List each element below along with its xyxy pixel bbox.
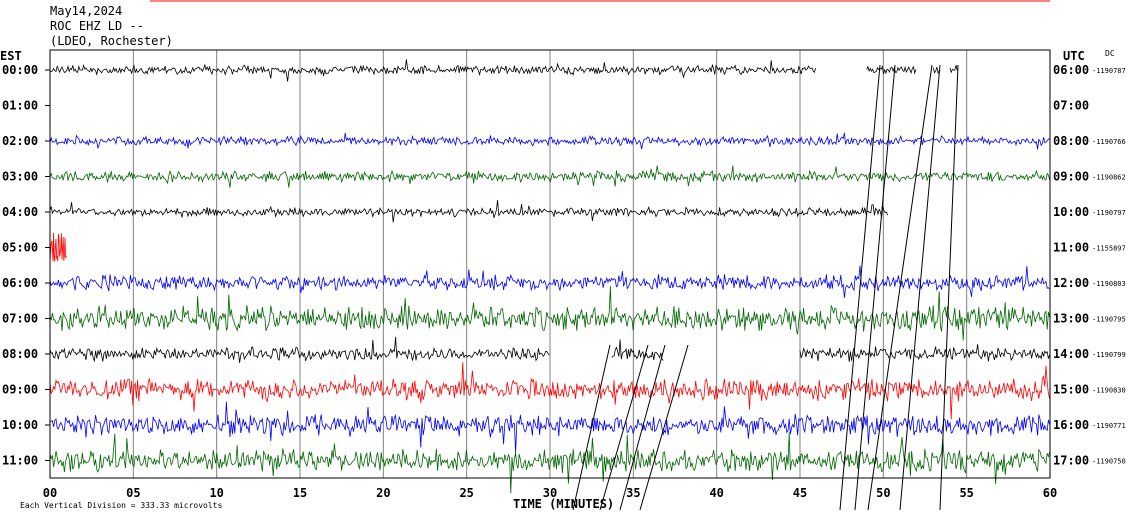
est-tick-label: 02:00	[2, 134, 38, 148]
dc-offset-label: -1190830	[1092, 387, 1126, 395]
slant-lines	[572, 64, 959, 511]
slant-line	[572, 344, 611, 511]
seismic-trace	[49, 362, 1050, 420]
seismic-trace	[866, 65, 917, 75]
est-tick-label: 01:00	[2, 99, 38, 113]
seismic-trace	[49, 200, 888, 223]
dc-offset-label: -1190799	[1092, 351, 1126, 359]
dc-offset-label: -1190787	[1092, 67, 1126, 75]
x-tick-label: 25	[459, 486, 473, 500]
x-tick-label: 60	[1043, 486, 1057, 500]
seismic-trace	[949, 65, 958, 74]
est-tick-label: 03:00	[2, 170, 38, 184]
utc-tick-label: 11:00	[1053, 241, 1089, 255]
utc-tick-label: 07:00	[1053, 99, 1089, 113]
x-tick-label: 10	[209, 486, 223, 500]
slant-line	[599, 344, 649, 511]
utc-tick-label: 17:00	[1053, 454, 1089, 468]
utc-tick-label: 13:00	[1053, 312, 1089, 326]
utc-tick-label: 09:00	[1053, 170, 1089, 184]
utc-tick-label: 15:00	[1053, 383, 1089, 397]
x-tick-label: 20	[376, 486, 390, 500]
est-tick-label: 00:00	[2, 63, 38, 77]
seismic-trace	[49, 132, 1050, 150]
x-tick-label: 30	[543, 486, 557, 500]
utc-label: UTC	[1063, 49, 1085, 63]
dc-offset-label: -1155897	[1092, 245, 1126, 253]
slant-line	[939, 64, 959, 511]
utc-tick-label: 16:00	[1053, 418, 1089, 432]
seismic-trace	[49, 286, 1050, 341]
est-tick-label: 11:00	[2, 454, 38, 468]
est-tick-label: 08:00	[2, 347, 38, 361]
est-tick-label: 04:00	[2, 205, 38, 219]
x-tick-label: 55	[959, 486, 973, 500]
plot-frame	[49, 49, 1051, 479]
slant-line	[619, 344, 666, 511]
est-tick-label: 09:00	[2, 383, 38, 397]
x-tick-label: 05	[126, 486, 140, 500]
slant-line	[839, 64, 881, 511]
seismic-trace	[49, 432, 1050, 494]
dc-offset-label: -1190862	[1092, 174, 1126, 182]
slant-line	[639, 344, 689, 511]
x-tick-label: 00	[43, 486, 57, 500]
utc-tick-label: 14:00	[1053, 347, 1089, 361]
est-label: EST	[0, 49, 22, 63]
header-station: ROC EHZ LD --	[50, 19, 144, 33]
header-date: May14,2024	[50, 4, 123, 18]
seismic-trace	[49, 265, 1050, 298]
x-tick-label: 45	[793, 486, 807, 500]
seismic-trace	[49, 59, 816, 82]
grid	[132, 50, 968, 478]
slant-line	[899, 64, 941, 511]
x-tick-label: 40	[709, 486, 723, 500]
est-tick-label: 05:00	[2, 241, 38, 255]
utc-tick-label: 12:00	[1053, 276, 1089, 290]
seismic-trace	[49, 232, 67, 262]
utc-tick-label: 10:00	[1053, 205, 1089, 219]
x-tick-label: 15	[293, 486, 307, 500]
utc-tick-label: 06:00	[1053, 63, 1089, 77]
dc-offset-label: -1190803	[1092, 280, 1126, 288]
utc-tick-label: 08:00	[1053, 134, 1089, 148]
slant-line	[867, 64, 933, 511]
scale-note: Each Vertical Division = 333.33 microvol…	[20, 501, 222, 510]
seismic-trace	[49, 401, 1050, 454]
traces	[49, 59, 1050, 494]
est-tick-label: 07:00	[2, 312, 38, 326]
dc-offset-label: -1190797	[1092, 209, 1126, 217]
slant-line	[854, 64, 896, 511]
dc-offset-label: -1190771	[1092, 422, 1126, 430]
seismic-trace	[49, 336, 550, 363]
est-tick-label: 06:00	[2, 276, 38, 290]
seismic-trace	[611, 339, 664, 361]
dc-offset-label: -1190795	[1092, 316, 1126, 324]
x-tick-label: 35	[626, 486, 640, 500]
seismic-trace	[799, 344, 1050, 362]
est-tick-label: 10:00	[2, 418, 38, 432]
dc-label: DC	[1105, 49, 1115, 58]
header-network: (LDEO, Rochester)	[50, 34, 173, 48]
dc-offset-label: -1190766	[1092, 138, 1126, 146]
dc-offset-label: -1190750	[1092, 458, 1126, 466]
x-tick-label: 50	[876, 486, 890, 500]
seismic-trace	[49, 165, 1050, 188]
x-axis-title: TIME (MINUTES)	[513, 497, 614, 511]
